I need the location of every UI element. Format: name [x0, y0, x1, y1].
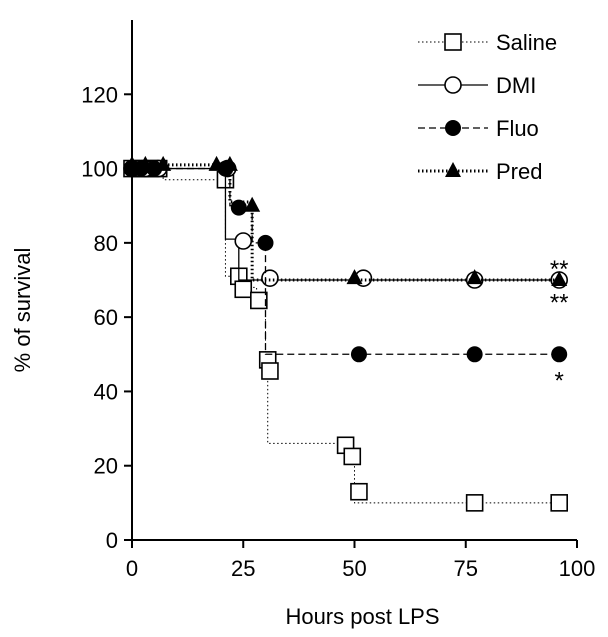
y-tick-label: 40: [94, 379, 118, 404]
data-point-pred: [155, 155, 172, 171]
data-point-pred: [221, 155, 238, 171]
data-point-saline: [343, 447, 362, 466]
legend-marker-dmi: [444, 76, 462, 94]
legend: Saline DMI Fluo Pred: [418, 30, 557, 184]
series-saline: [123, 159, 569, 512]
data-point-dmi: [234, 232, 253, 250]
data-point-pred: [466, 269, 483, 285]
legend-label-dmi: DMI: [496, 73, 536, 98]
legend-marker-pred: [445, 162, 461, 177]
series-fluo: [124, 160, 568, 363]
series-line-fluo: [132, 167, 560, 355]
x-axis-ticks: 0 25 50 75 100: [126, 540, 595, 581]
series-line-dmi: [132, 167, 560, 281]
legend-label-fluo: Fluo: [496, 116, 539, 141]
significance-marker: **: [550, 256, 569, 283]
data-point-fluo: [257, 234, 274, 251]
significance-marker: **: [550, 289, 569, 316]
legend-item-saline: Saline: [418, 30, 557, 55]
y-tick-label: 100: [81, 157, 118, 182]
data-point-pred: [551, 271, 568, 286]
data-point-saline: [465, 494, 484, 512]
data-point-fluo: [146, 160, 163, 177]
legend-item-dmi: DMI: [418, 73, 536, 98]
x-tick-label: 50: [342, 556, 366, 581]
legend-marker-saline: [444, 33, 462, 51]
series-pred: [124, 155, 568, 286]
data-point-fluo: [466, 346, 483, 363]
y-tick-label: 60: [94, 305, 118, 330]
y-tick-label: 20: [94, 454, 118, 479]
legend-item-fluo: Fluo: [418, 116, 539, 141]
x-axis-title: Hours post LPS: [285, 604, 439, 629]
data-point-saline: [350, 482, 368, 501]
x-tick-label: 0: [126, 556, 138, 581]
data-point-saline: [550, 494, 569, 512]
data-point-pred: [137, 155, 154, 171]
data-point-fluo: [350, 346, 367, 363]
x-tick-label: 25: [231, 556, 255, 581]
data-point-saline: [261, 362, 279, 380]
data-point-pred: [346, 269, 363, 285]
legend-item-pred: Pred: [418, 159, 542, 184]
y-axis-title: % of survival: [10, 248, 35, 373]
y-tick-label: 120: [81, 82, 118, 107]
legend-label-pred: Pred: [496, 159, 542, 184]
data-point-pred: [244, 196, 261, 212]
data-point-pred: [208, 155, 225, 171]
legend-label-saline: Saline: [496, 30, 557, 55]
data-point-fluo: [230, 199, 247, 216]
x-tick-label: 100: [559, 556, 596, 581]
y-tick-label: 80: [94, 231, 118, 256]
plot-area: [123, 155, 569, 512]
y-tick-label: 0: [106, 528, 118, 553]
data-point-dmi: [261, 269, 279, 287]
significance-annotations: *****: [550, 256, 569, 394]
data-point-saline: [250, 291, 268, 310]
y-axis-ticks: 0 20 40 60 80 100 120: [81, 82, 132, 553]
significance-marker: *: [555, 367, 564, 394]
data-point-fluo: [551, 346, 568, 363]
x-tick-label: 75: [454, 556, 478, 581]
legend-marker-fluo: [445, 120, 461, 136]
data-point-saline: [234, 280, 253, 299]
